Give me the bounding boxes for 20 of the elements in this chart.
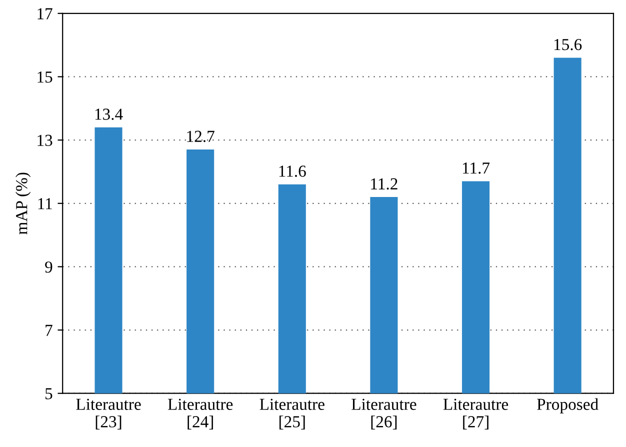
data-label: 11.7 [462,162,490,174]
data-label: 11.2 [371,178,398,190]
x-tick-label: Proposed [537,398,598,414]
data-label: 13.4 [95,108,123,120]
y-tick-label: 5 [46,388,52,400]
x-tick-label: Literautre [24] [168,398,233,430]
x-tick-label: Literautre [26] [352,398,416,430]
data-label: 11.6 [279,166,306,177]
y-axis-title: mAP (%) [16,172,31,234]
x-tick-label: Literautre [23] [76,398,141,430]
data-label: 15.6 [554,38,582,50]
y-tick-label: 13 [38,134,52,146]
y-tick-label: 17 [38,8,52,20]
y-tick-label: 7 [46,324,52,336]
x-tick-label: Literautre [25] [260,398,324,430]
x-tick-label: Literautre [27] [443,398,508,430]
y-tick-label: 15 [38,72,52,83]
data-label: 12.7 [187,130,214,142]
y-tick-label: 9 [45,261,52,273]
y-tick-label: 11 [38,198,52,210]
